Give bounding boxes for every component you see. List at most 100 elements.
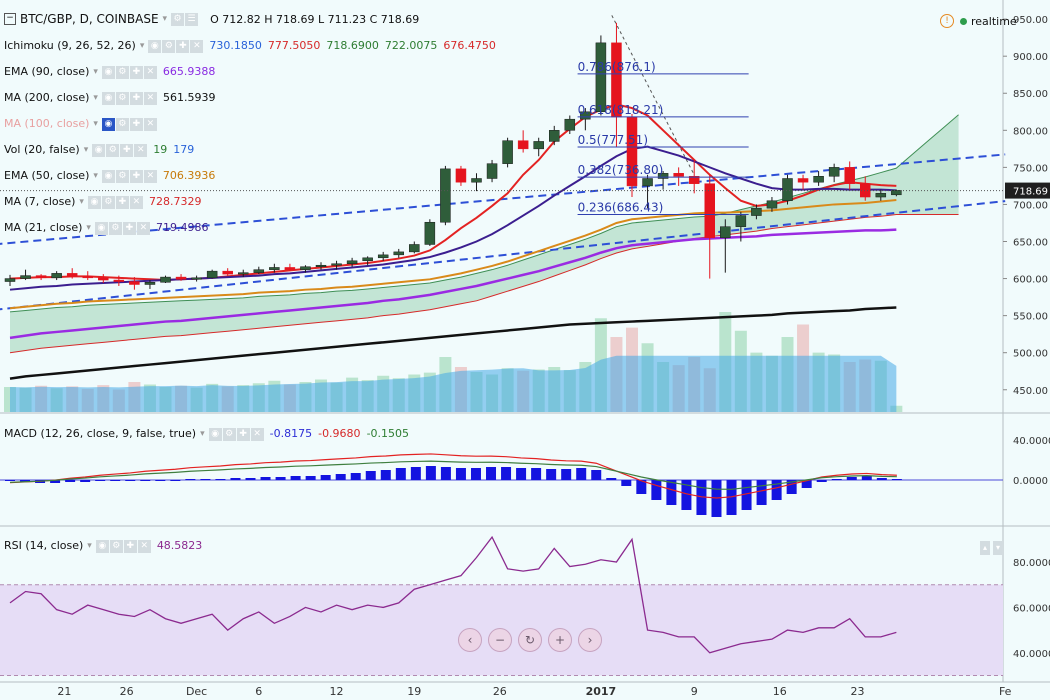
indicator-legend[interactable]: MA (100, close) ▾ ◉ ⚙ ✚ ✕ — [4, 116, 163, 132]
volume-ma-area — [10, 355, 897, 412]
pane-up-icon[interactable]: ▴ — [980, 541, 990, 555]
settings-icon[interactable]: ⚙ — [171, 12, 185, 26]
dropdown-arrow-icon[interactable]: ▾ — [200, 429, 205, 439]
format-icon[interactable]: ✚ — [122, 221, 136, 235]
candle — [875, 189, 887, 201]
rsi-tick-label: 60.0000 — [1013, 603, 1050, 614]
eye-icon[interactable]: ◉ — [95, 539, 109, 553]
close-icon[interactable]: ✕ — [129, 195, 143, 209]
close-icon[interactable]: ✕ — [137, 539, 151, 553]
settings-icon[interactable]: ⚙ — [101, 195, 115, 209]
candle — [66, 268, 78, 279]
settings-icon[interactable]: ⚙ — [106, 143, 120, 157]
settings-icon[interactable]: ⚙ — [108, 221, 122, 235]
dropdown-arrow-icon[interactable]: ▾ — [93, 93, 98, 103]
indicator-legend[interactable]: MACD (12, 26, close, 9, false, true) ▾ ◉ ⚙ ✚… — [4, 426, 415, 442]
dropdown-arrow-icon[interactable]: ▾ — [83, 145, 89, 155]
zoom-in-icon[interactable]: + — [548, 628, 572, 652]
time-tick-label: 21 — [57, 685, 71, 698]
reset-icon[interactable]: ↻ — [518, 628, 542, 652]
settings-icon[interactable]: ⚙ — [115, 169, 129, 183]
candle — [533, 137, 544, 157]
settings-icon[interactable]: ⚙ — [162, 39, 176, 53]
format-icon[interactable]: ✚ — [129, 117, 143, 131]
close-icon[interactable]: ✕ — [143, 65, 157, 79]
settings-icon[interactable]: ⚙ — [115, 117, 129, 131]
zoom-out-icon[interactable]: − — [488, 628, 512, 652]
indicator-legend[interactable]: Vol (20, false) ▾ ◉ ⚙ ✚ ✕ 19 179 — [4, 142, 200, 158]
format-icon[interactable]: ✚ — [129, 65, 143, 79]
dropdown-arrow-icon[interactable]: ▾ — [93, 171, 98, 181]
format-icon[interactable]: ✚ — [123, 539, 137, 553]
indicator-legend[interactable]: EMA (90, close) ▾ ◉ ⚙ ✚ ✕ 665.9388 — [4, 64, 221, 80]
eye-icon[interactable]: ◉ — [148, 39, 162, 53]
scroll-right-icon[interactable]: › — [578, 628, 602, 652]
eye-icon[interactable]: ◉ — [92, 143, 106, 157]
indicator-controls: ◉ ⚙ ✚ ✕ — [94, 221, 150, 235]
settings-icon[interactable]: ⚙ — [109, 539, 123, 553]
warning-icon[interactable]: ! — [940, 14, 954, 28]
close-icon[interactable]: ✕ — [143, 117, 157, 131]
eye-icon[interactable]: ◉ — [94, 221, 108, 235]
eye-icon[interactable]: ◉ — [101, 91, 115, 105]
indicator-legend[interactable]: Ichimoku (9, 26, 52, 26) ▾ ◉ ⚙ ✚ ✕ 730.1850 777… — [4, 38, 502, 54]
indicator-legend[interactable]: MA (7, close) ▾ ◉ ⚙ ✚ ✕ 728.7329 — [4, 194, 207, 210]
indicator-legend[interactable]: RSI (14, close) ▾ ◉ ⚙ ✚ ✕ 48.5823 — [4, 538, 208, 554]
candle — [206, 269, 218, 279]
indicator-legend[interactable]: MA (200, close) ▾ ◉ ⚙ ✚ ✕ 561.5939 — [4, 90, 221, 106]
format-icon[interactable]: ✚ — [115, 195, 129, 209]
settings-icon[interactable]: ⚙ — [222, 427, 236, 441]
format-icon[interactable]: ✚ — [129, 91, 143, 105]
dropdown-arrow-icon[interactable]: ▾ — [162, 14, 168, 24]
close-icon[interactable]: ✕ — [143, 169, 157, 183]
indicator-legend[interactable]: EMA (50, close) ▾ ◉ ⚙ ✚ ✕ 706.3936 — [4, 168, 221, 184]
dropdown-arrow-icon[interactable]: ▾ — [79, 197, 84, 207]
candle-body — [253, 269, 265, 273]
candle — [517, 130, 529, 153]
macd-histogram-bar — [561, 469, 572, 480]
dropdown-arrow-icon[interactable]: ▾ — [93, 119, 98, 129]
candle — [455, 165, 467, 186]
format-icon[interactable]: ✚ — [129, 169, 143, 183]
candle-body — [657, 173, 669, 179]
candle — [346, 257, 358, 267]
dropdown-arrow-icon[interactable]: ▾ — [87, 541, 92, 551]
macd-histogram-bar — [576, 468, 587, 480]
settings-icon[interactable]: ⚙ — [115, 91, 129, 105]
settings-icon[interactable]: ⚙ — [115, 65, 129, 79]
price-tick-label: 850.00 — [1013, 89, 1048, 100]
eye-icon[interactable]: ◉ — [101, 169, 115, 183]
indicator-value: 665.9388 — [162, 65, 216, 78]
dropdown-arrow-icon[interactable]: ▾ — [86, 223, 91, 233]
close-icon[interactable]: ✕ — [143, 91, 157, 105]
format-icon[interactable]: ☰ — [185, 12, 199, 26]
candle-body — [875, 193, 887, 198]
pane-down-icon[interactable]: ▾ — [993, 541, 1003, 555]
candle — [409, 241, 420, 254]
eye-icon[interactable]: ◉ — [87, 195, 101, 209]
macd-histogram-bar — [95, 480, 106, 481]
scroll-left-icon[interactable]: ‹ — [458, 628, 482, 652]
dropdown-arrow-icon[interactable]: ▾ — [93, 67, 98, 77]
format-icon[interactable]: ✚ — [176, 39, 190, 53]
indicator-controls: ◉ ⚙ ✚ ✕ — [95, 539, 151, 553]
macd-histogram-bar — [320, 475, 331, 480]
macd-tick-label: 40.0000 — [1013, 436, 1050, 447]
close-icon[interactable]: ✕ — [136, 221, 150, 235]
dropdown-arrow-icon[interactable]: ▾ — [139, 41, 145, 51]
indicator-legend[interactable]: MA (21, close) ▾ ◉ ⚙ ✚ ✕ 719.4986 — [4, 220, 214, 236]
collapse-icon[interactable]: − — [4, 13, 16, 25]
format-icon[interactable]: ✚ — [120, 143, 134, 157]
eye-icon[interactable]: ◉ — [101, 117, 115, 131]
fib-level-label: 0.5(777.51) — [578, 133, 648, 147]
macd-histogram-bar — [591, 470, 602, 480]
candle-body — [300, 266, 311, 270]
format-icon[interactable]: ✚ — [236, 427, 250, 441]
last-price-tag — [1005, 182, 1050, 199]
candle-body — [766, 200, 778, 209]
close-icon[interactable]: ✕ — [134, 143, 148, 157]
eye-icon[interactable]: ◉ — [101, 65, 115, 79]
eye-icon[interactable]: ◉ — [208, 427, 222, 441]
close-icon[interactable]: ✕ — [250, 427, 264, 441]
close-icon[interactable]: ✕ — [190, 39, 204, 53]
